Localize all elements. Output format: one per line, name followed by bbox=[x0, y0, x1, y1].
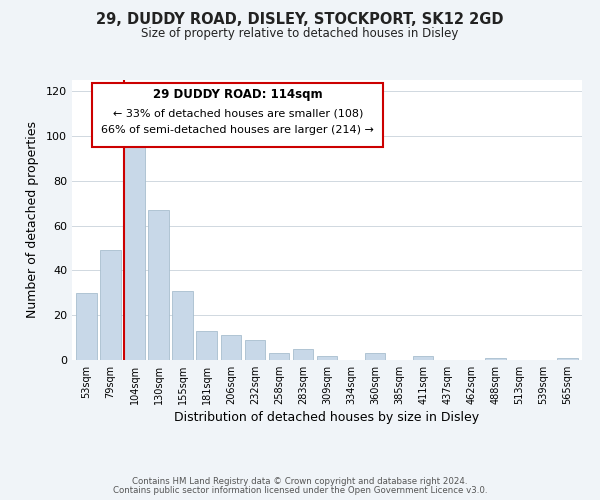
Bar bbox=[557, 358, 578, 360]
Bar bbox=[317, 356, 337, 360]
Text: 66% of semi-detached houses are larger (214) →: 66% of semi-detached houses are larger (… bbox=[101, 125, 374, 135]
Bar bbox=[100, 250, 121, 360]
X-axis label: Distribution of detached houses by size in Disley: Distribution of detached houses by size … bbox=[175, 411, 479, 424]
Bar bbox=[365, 354, 385, 360]
Bar bbox=[124, 136, 145, 360]
Text: Contains HM Land Registry data © Crown copyright and database right 2024.: Contains HM Land Registry data © Crown c… bbox=[132, 477, 468, 486]
Bar bbox=[269, 354, 289, 360]
Bar bbox=[76, 293, 97, 360]
Bar bbox=[172, 290, 193, 360]
Y-axis label: Number of detached properties: Number of detached properties bbox=[26, 122, 39, 318]
Text: Contains public sector information licensed under the Open Government Licence v3: Contains public sector information licen… bbox=[113, 486, 487, 495]
Text: ← 33% of detached houses are smaller (108): ← 33% of detached houses are smaller (10… bbox=[113, 108, 363, 118]
Text: 29, DUDDY ROAD, DISLEY, STOCKPORT, SK12 2GD: 29, DUDDY ROAD, DISLEY, STOCKPORT, SK12 … bbox=[96, 12, 504, 28]
Bar bbox=[293, 349, 313, 360]
Text: Size of property relative to detached houses in Disley: Size of property relative to detached ho… bbox=[142, 28, 458, 40]
Bar bbox=[196, 331, 217, 360]
Bar bbox=[221, 336, 241, 360]
FancyBboxPatch shape bbox=[92, 83, 383, 147]
Bar bbox=[148, 210, 169, 360]
Bar bbox=[245, 340, 265, 360]
Bar bbox=[485, 358, 506, 360]
Text: 29 DUDDY ROAD: 114sqm: 29 DUDDY ROAD: 114sqm bbox=[153, 88, 323, 102]
Bar bbox=[413, 356, 433, 360]
